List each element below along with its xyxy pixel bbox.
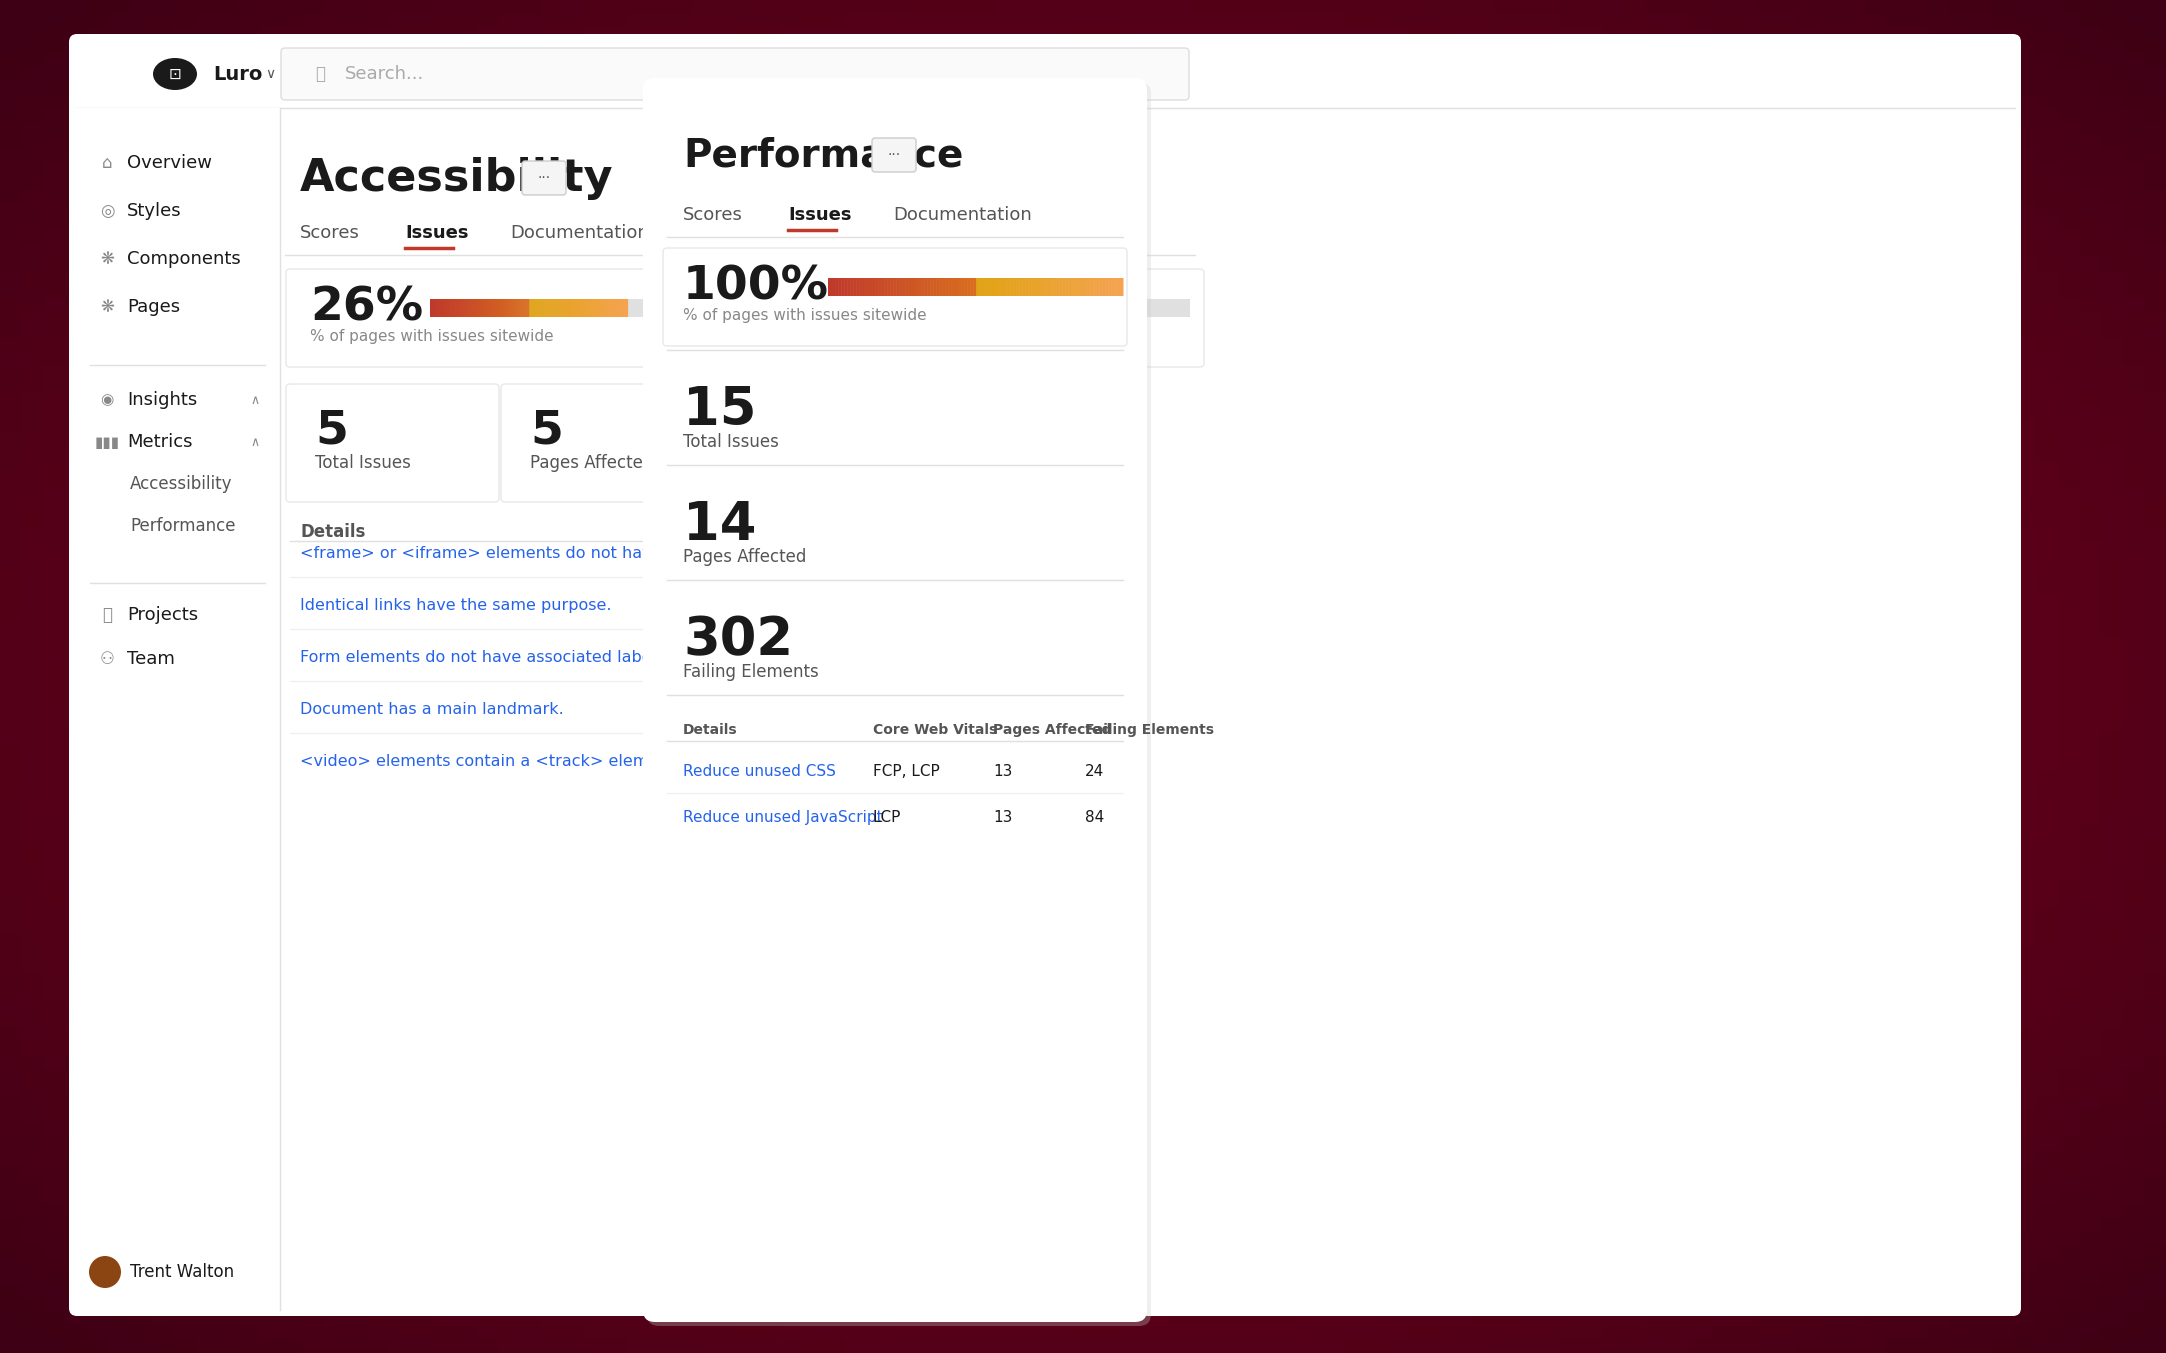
Text: Metrics: Metrics xyxy=(128,433,193,451)
Text: Moderate: Moderate xyxy=(914,701,986,717)
Text: ❋: ❋ xyxy=(100,250,115,268)
Text: Total Issues: Total Issues xyxy=(314,455,412,472)
FancyBboxPatch shape xyxy=(663,248,1126,346)
Text: 302: 302 xyxy=(682,614,793,666)
Text: Overview: Overview xyxy=(128,154,212,172)
Text: <frame> or <iframe> elements do not have a title: <frame> or <iframe> elements do not have… xyxy=(301,545,713,560)
Text: 100%: 100% xyxy=(682,264,830,310)
Text: Scores: Scores xyxy=(301,225,360,242)
Text: Pages: Pages xyxy=(128,298,180,317)
Circle shape xyxy=(899,651,908,662)
Text: Documentation: Documentation xyxy=(892,206,1031,225)
Circle shape xyxy=(89,1256,121,1288)
Text: Performance: Performance xyxy=(130,517,236,534)
Text: FCP, LCP: FCP, LCP xyxy=(873,763,940,778)
FancyBboxPatch shape xyxy=(500,384,715,502)
Text: Critical: Critical xyxy=(914,754,966,769)
Text: Core Web Vitals: Core Web Vitals xyxy=(873,723,996,737)
Circle shape xyxy=(899,547,908,557)
FancyBboxPatch shape xyxy=(76,41,2014,1310)
Text: Total Issues: Total Issues xyxy=(682,433,780,451)
Text: Failing Elements: Failing Elements xyxy=(1085,723,1213,737)
Text: Impact: Impact xyxy=(886,524,949,541)
Text: 24: 24 xyxy=(1085,763,1105,778)
Text: % of pages with issues sitewide: % of pages with issues sitewide xyxy=(682,307,927,322)
Text: ▮▮▮: ▮▮▮ xyxy=(95,434,119,449)
Text: Documentation: Documentation xyxy=(509,225,650,242)
Text: ◉: ◉ xyxy=(100,392,113,407)
FancyBboxPatch shape xyxy=(286,384,498,502)
FancyBboxPatch shape xyxy=(431,299,1189,317)
Text: Styles: Styles xyxy=(128,202,182,221)
Text: Identical links have the same purpose.: Identical links have the same purpose. xyxy=(301,598,611,613)
Text: ◎: ◎ xyxy=(100,202,115,221)
Text: 14: 14 xyxy=(682,499,756,551)
Text: Critical: Critical xyxy=(914,649,966,664)
Text: Components: Components xyxy=(128,250,240,268)
FancyBboxPatch shape xyxy=(827,277,1122,296)
Text: Issues: Issues xyxy=(788,206,851,225)
Text: 84: 84 xyxy=(1085,809,1105,824)
Text: 5: 5 xyxy=(314,409,349,453)
Text: 5: 5 xyxy=(531,409,563,453)
Text: ❋: ❋ xyxy=(100,298,115,317)
Text: Serious: Serious xyxy=(914,545,970,560)
FancyBboxPatch shape xyxy=(873,138,916,172)
Text: Search...: Search... xyxy=(344,65,425,83)
Text: ∧: ∧ xyxy=(251,394,260,406)
Text: 13: 13 xyxy=(992,763,1012,778)
Text: ∨: ∨ xyxy=(264,68,275,81)
Text: Details: Details xyxy=(301,524,366,541)
FancyBboxPatch shape xyxy=(286,269,1204,367)
FancyBboxPatch shape xyxy=(76,41,2014,108)
Text: ⌂: ⌂ xyxy=(102,154,113,172)
Text: Reduce unused JavaScript: Reduce unused JavaScript xyxy=(682,809,882,824)
Text: 26%: 26% xyxy=(310,285,422,330)
Text: 🔍: 🔍 xyxy=(314,65,325,83)
Ellipse shape xyxy=(154,58,197,91)
Circle shape xyxy=(899,755,908,764)
Text: ⊡: ⊡ xyxy=(169,66,182,81)
FancyBboxPatch shape xyxy=(282,47,1189,100)
Text: Details: Details xyxy=(682,723,739,737)
Text: Document has a main landmark.: Document has a main landmark. xyxy=(301,701,563,717)
Text: Issues: Issues xyxy=(405,225,468,242)
Circle shape xyxy=(899,704,908,713)
Text: 15: 15 xyxy=(682,384,756,436)
Text: Failing Elements: Failing Elements xyxy=(682,663,819,681)
FancyBboxPatch shape xyxy=(648,83,1150,1326)
Text: Minor: Minor xyxy=(914,598,955,613)
Text: LCP: LCP xyxy=(873,809,901,824)
Text: <video> elements contain a <track> element with [kind="captions"]: <video> elements contain a <track> eleme… xyxy=(301,754,862,769)
Text: Luro: Luro xyxy=(212,65,262,84)
Text: Performance: Performance xyxy=(682,137,964,175)
Text: 13: 13 xyxy=(992,809,1012,824)
Text: Pages Affected: Pages Affected xyxy=(992,723,1111,737)
Text: Pages Affected: Pages Affected xyxy=(531,455,654,472)
Text: Projects: Projects xyxy=(128,606,197,624)
Text: ···: ··· xyxy=(537,170,550,185)
Text: Form elements do not have associated labels: Form elements do not have associated lab… xyxy=(301,649,665,664)
Text: % of pages with issues sitewide: % of pages with issues sitewide xyxy=(310,329,554,344)
Text: Accessibility: Accessibility xyxy=(301,157,613,199)
Text: ⚇: ⚇ xyxy=(100,649,115,668)
Text: Scores: Scores xyxy=(682,206,743,225)
FancyBboxPatch shape xyxy=(522,161,565,195)
Text: ···: ··· xyxy=(888,147,901,162)
Text: ∧: ∧ xyxy=(251,436,260,448)
FancyBboxPatch shape xyxy=(76,108,279,1310)
Text: Accessibility: Accessibility xyxy=(130,475,232,492)
FancyBboxPatch shape xyxy=(643,78,1148,1322)
Text: Reduce unused CSS: Reduce unused CSS xyxy=(682,763,836,778)
Text: Pages Affected: Pages Affected xyxy=(682,548,806,566)
Text: Team: Team xyxy=(128,649,175,668)
Text: 🗀: 🗀 xyxy=(102,606,113,624)
Circle shape xyxy=(899,599,908,609)
Text: Trent Walton: Trent Walton xyxy=(130,1262,234,1281)
Text: Insights: Insights xyxy=(128,391,197,409)
FancyBboxPatch shape xyxy=(69,34,2021,1316)
